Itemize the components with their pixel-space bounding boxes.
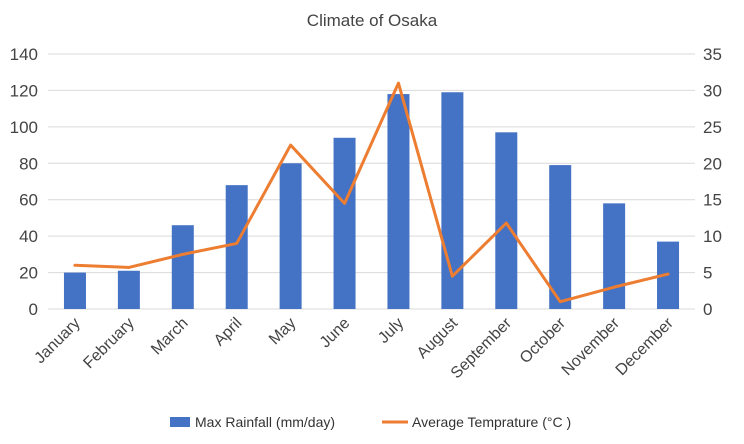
right-tick-label: 25 [703,118,722,137]
left-y-axis: 0 20 40 60 80 100 120 140 [10,45,38,319]
left-tick-label: 120 [10,81,38,100]
x-tick-label: April [211,315,246,350]
right-y-axis: 0 5 10 15 20 25 30 35 [703,45,722,319]
left-tick-label: 140 [10,45,38,64]
x-tick-label: October [517,314,570,367]
legend: Max Rainfall (mm/day) Average Temprature… [170,414,571,430]
gridlines [48,53,695,310]
right-tick-label: 15 [703,191,722,210]
right-tick-label: 30 [703,81,722,100]
bar [171,225,194,309]
bar [603,203,626,309]
legend-label-rainfall: Max Rainfall (mm/day) [195,414,335,430]
temperature-series-line [73,81,670,304]
x-tick-label: May [266,315,299,348]
right-tick-label: 5 [703,264,712,283]
bar [495,132,518,309]
bar [117,270,140,309]
x-tick-label: June [317,315,354,352]
x-tick-label: January [32,315,84,367]
right-tick-label: 35 [703,45,722,64]
left-tick-label: 20 [19,264,38,283]
left-tick-label: 100 [10,118,38,137]
rainfall-bars [63,92,680,309]
bar [333,137,356,309]
x-tick-label: February [80,315,137,372]
left-tick-label: 0 [29,300,38,319]
right-tick-label: 10 [703,227,722,246]
bar [63,272,86,309]
bar [225,185,248,309]
bar [549,165,572,309]
temperature-line [73,81,670,304]
left-tick-label: 40 [19,227,38,246]
x-tick-label: July [375,315,407,347]
x-tick-label: December [613,314,678,379]
left-tick-label: 80 [19,154,38,173]
bar [279,163,302,309]
x-tick-label: August [414,314,462,362]
bar [387,94,410,309]
right-tick-label: 0 [703,300,712,319]
legend-swatch-rainfall [170,417,190,427]
right-tick-label: 20 [703,154,722,173]
legend-label-temperature: Average Temprature (°C ) [412,414,571,430]
left-tick-label: 60 [19,191,38,210]
chart-title: Climate of Osaka [307,11,438,30]
x-tick-label: March [148,315,191,358]
